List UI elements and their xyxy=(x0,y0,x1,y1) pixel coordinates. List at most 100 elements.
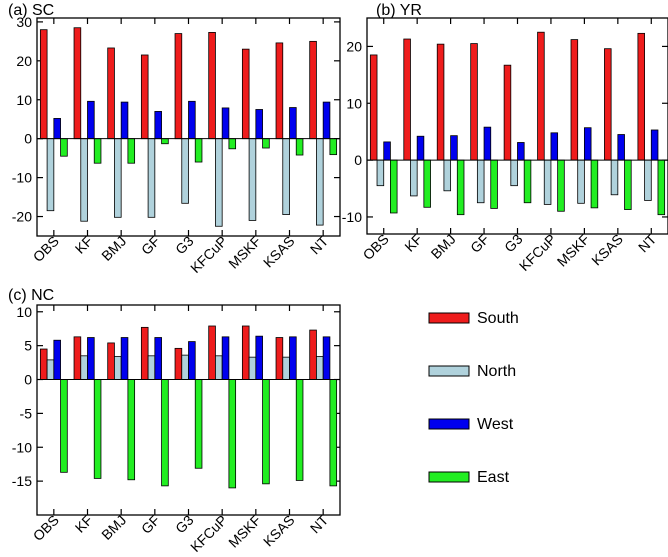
bar-south-kf xyxy=(73,27,82,140)
y-tick-label: 0 xyxy=(24,372,32,388)
x-tick-label-kfcup: KFCuP xyxy=(187,512,230,555)
bar-west-obs xyxy=(53,339,61,380)
x-tick-label-obs: OBS xyxy=(360,231,392,263)
bar-south-bmj xyxy=(107,342,115,380)
bar-east-gf xyxy=(161,138,169,145)
bar-south-g3 xyxy=(174,347,183,380)
bar-east-g3 xyxy=(194,138,203,163)
bar-west-gf xyxy=(154,111,162,140)
bar-north-bmj xyxy=(114,138,122,218)
bar-south-obs xyxy=(369,54,378,161)
bar-west-kf xyxy=(416,135,425,161)
y-tick-label: 20 xyxy=(346,38,362,54)
bar-west-bmj xyxy=(120,101,129,140)
bar-south-obs xyxy=(39,348,48,380)
bar-south-nt xyxy=(309,40,317,140)
x-tick-label-kfcup: KFCuP xyxy=(187,233,230,276)
bar-south-kf xyxy=(403,38,411,161)
bar-east-mskf xyxy=(262,138,270,149)
bar-north-kfcup xyxy=(215,355,223,380)
bar-north-ksas xyxy=(282,356,290,380)
bar-east-bmj xyxy=(127,138,136,164)
bar-west-g3 xyxy=(517,142,525,161)
legend-label-south: South xyxy=(477,310,519,327)
x-tick-label-mskf: MSKF xyxy=(225,233,264,272)
y-tick-label: 0 xyxy=(24,131,32,147)
legend-swatch-north xyxy=(428,365,470,377)
bar-west-bmj xyxy=(450,135,458,161)
bar-west-ksas xyxy=(617,134,625,161)
y-tick-label: 10 xyxy=(346,95,362,111)
bar-south-mskf xyxy=(570,39,579,161)
bar-south-bmj xyxy=(436,43,445,161)
legend-swatch-west xyxy=(428,418,470,430)
bar-east-kfcup xyxy=(557,159,565,212)
legend-label-west: West xyxy=(477,416,514,433)
y-tick-label: 20 xyxy=(16,53,32,69)
bar-north-mskf xyxy=(248,138,257,221)
bar-east-mskf xyxy=(262,379,270,485)
y-tick-label: 30 xyxy=(16,14,32,30)
y-tick-label: -10 xyxy=(12,439,32,455)
bar-west-mskf xyxy=(255,109,263,140)
legend: South North West East xyxy=(428,310,519,486)
y-tick-label: 5 xyxy=(24,338,32,354)
bar-west-mskf xyxy=(583,127,592,161)
bar-east-obs xyxy=(60,138,68,157)
bar-east-bmj xyxy=(127,379,136,481)
bar-south-nt xyxy=(309,329,317,380)
bar-south-ksas xyxy=(275,337,284,380)
x-tick-label-bmj: BMJ xyxy=(98,512,129,543)
bar-north-gf xyxy=(147,355,156,380)
bar-east-mskf xyxy=(590,159,599,209)
bar-west-nt xyxy=(322,101,331,140)
bar-north-bmj xyxy=(443,159,452,192)
bar-east-ksas xyxy=(295,138,304,156)
bar-west-kf xyxy=(87,337,95,380)
bar-west-kfcup xyxy=(221,107,230,140)
bar-east-nt xyxy=(329,379,338,487)
bar-south-g3 xyxy=(174,33,183,140)
bar-west-obs xyxy=(383,141,391,161)
bar-east-bmj xyxy=(456,159,465,216)
panel-title-nc: (c) NC xyxy=(8,287,54,304)
bar-south-ksas xyxy=(604,48,612,161)
bar-north-nt xyxy=(316,356,324,380)
legend-label-north: North xyxy=(477,363,516,380)
bar-south-nt xyxy=(637,32,645,161)
bar-south-ksas xyxy=(275,42,284,140)
bar-east-obs xyxy=(60,379,68,473)
bar-east-ksas xyxy=(295,379,304,481)
y-tick-label: -10 xyxy=(12,170,32,186)
plot-frame--b-yr xyxy=(366,17,668,235)
bar-east-kf xyxy=(423,159,431,208)
bar-north-gf xyxy=(147,138,156,218)
bar-east-gf xyxy=(161,379,169,487)
bar-south-mskf xyxy=(241,48,250,140)
bar-east-ksas xyxy=(624,159,632,210)
bar-north-mskf xyxy=(577,159,585,204)
x-tick-label-ksas: KSAS xyxy=(260,512,298,550)
bar-east-nt xyxy=(329,138,338,156)
bar-south-obs xyxy=(39,29,48,140)
x-tick-label-kfcup: KFCuP xyxy=(516,231,559,274)
bar-west-g3 xyxy=(188,100,196,140)
bar-north-kf xyxy=(80,138,88,222)
legend-label-east: East xyxy=(477,469,510,486)
bar-north-kfcup xyxy=(215,138,223,227)
bar-north-ksas xyxy=(610,159,619,196)
bar-north-g3 xyxy=(181,354,189,380)
bar-west-ksas xyxy=(289,107,297,140)
bar-south-gf xyxy=(140,54,149,140)
bar-south-gf xyxy=(470,43,478,161)
x-tick-label-obs: OBS xyxy=(30,233,62,265)
y-tick-label: 10 xyxy=(16,304,32,320)
x-tick-label-mskf: MSKF xyxy=(225,512,264,551)
bar-west-gf xyxy=(154,337,162,380)
bar-east-kfcup xyxy=(228,379,237,489)
bar-east-kfcup xyxy=(228,138,237,150)
legend-swatch-east xyxy=(428,471,470,483)
